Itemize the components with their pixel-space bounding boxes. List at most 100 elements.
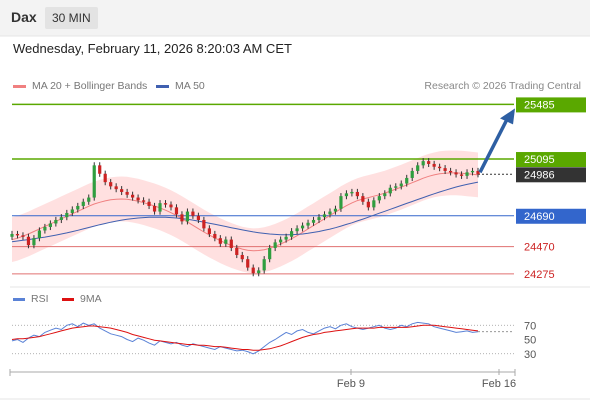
candle-body bbox=[416, 165, 420, 171]
rsi-panel[interactable]: 70 50 30 bbox=[11, 320, 536, 361]
candle-body bbox=[169, 204, 173, 208]
candle-body bbox=[114, 186, 118, 190]
level-tag-24690 bbox=[516, 208, 586, 224]
candle-body bbox=[147, 201, 151, 206]
candle-body bbox=[306, 222, 310, 226]
timeframe-button[interactable]: 30 MIN bbox=[45, 7, 98, 29]
candle-body bbox=[185, 211, 190, 222]
candle-body bbox=[213, 233, 217, 239]
chart-header: Dax 30 MIN bbox=[0, 0, 590, 36]
candle-body bbox=[377, 196, 381, 201]
research-credit: Research © 2026 Trading Central bbox=[424, 80, 581, 92]
rsi-tick-70: 70 bbox=[524, 320, 536, 332]
bollinger-band bbox=[12, 150, 478, 274]
rsi-swatch bbox=[13, 297, 25, 301]
candle-body bbox=[344, 193, 349, 197]
candle-body bbox=[37, 230, 42, 239]
candle-body bbox=[350, 191, 354, 194]
candle-body bbox=[459, 174, 464, 176]
candle-body bbox=[229, 239, 233, 248]
ma20-swatch bbox=[13, 84, 26, 88]
candle-body bbox=[59, 217, 63, 220]
candle-body bbox=[141, 200, 146, 202]
price-panel[interactable]: 25485 25095 24986 24690 24470 24275 bbox=[10, 97, 586, 281]
candle-body bbox=[454, 172, 458, 175]
candle-body bbox=[246, 259, 250, 268]
candle-body bbox=[26, 236, 31, 246]
candle-body bbox=[273, 242, 277, 248]
level-tag-24986 bbox=[516, 167, 586, 183]
candle-body bbox=[10, 233, 14, 237]
level-label-25095: 25095 bbox=[524, 154, 555, 166]
candle-body bbox=[328, 211, 332, 215]
projection-arrow-head bbox=[500, 108, 515, 125]
candle-body bbox=[163, 203, 168, 205]
candle-body bbox=[224, 239, 228, 244]
level-label-24986: 24986 bbox=[524, 169, 555, 181]
candle-body bbox=[388, 187, 392, 194]
level-tag-25095 bbox=[516, 152, 586, 168]
legend-ma50: MA 50 bbox=[156, 80, 205, 92]
candle-body bbox=[174, 207, 179, 215]
time-tick-label: Feb 16 bbox=[482, 378, 516, 390]
candle-body bbox=[87, 197, 91, 202]
ma20-line bbox=[11, 172, 479, 252]
candle-body bbox=[218, 238, 222, 244]
level-label-25485: 25485 bbox=[524, 99, 555, 111]
candle-body bbox=[295, 228, 299, 232]
legend-rsi-ma: 9MA bbox=[62, 293, 102, 305]
candle-body bbox=[372, 200, 376, 208]
time-axis: Feb 9 Feb 16 bbox=[0, 35, 590, 400]
candle-body bbox=[131, 194, 135, 198]
candle-body bbox=[284, 236, 288, 240]
rsi-tick-30: 30 bbox=[524, 349, 536, 361]
rsi-legend-label: RSI bbox=[31, 293, 49, 305]
level-label-24275: 24275 bbox=[524, 269, 555, 281]
candle-body bbox=[421, 161, 425, 166]
candle-body bbox=[257, 270, 261, 274]
candle-body bbox=[207, 228, 211, 234]
candle-body bbox=[98, 165, 102, 174]
candle-body bbox=[251, 267, 255, 274]
candle-body bbox=[103, 173, 107, 183]
rsi-ma-swatch bbox=[62, 297, 74, 301]
candle-body bbox=[125, 191, 129, 195]
rsi-series-9ma bbox=[11, 324, 479, 351]
candle-body bbox=[21, 235, 25, 237]
candle-body bbox=[81, 201, 85, 206]
candle-body bbox=[333, 208, 338, 212]
candle-body bbox=[339, 196, 343, 209]
candle-body bbox=[405, 177, 409, 184]
candle-body bbox=[410, 170, 414, 178]
candle-body bbox=[180, 214, 184, 222]
candle-body bbox=[268, 247, 272, 260]
candle-body bbox=[109, 182, 113, 187]
candle-body bbox=[399, 183, 403, 187]
legend-rsi: RSI bbox=[13, 293, 49, 305]
candle-body bbox=[311, 219, 316, 223]
candle-body bbox=[322, 214, 327, 218]
candle-body bbox=[92, 165, 96, 198]
candle-body bbox=[262, 259, 266, 271]
candle-body bbox=[158, 203, 162, 212]
candle-body bbox=[355, 191, 359, 197]
candle-body bbox=[317, 217, 321, 220]
candle-body bbox=[240, 254, 244, 260]
projection-arrow-shaft bbox=[478, 116, 510, 174]
ma50-legend-label: MA 50 bbox=[175, 80, 205, 92]
level-label-24690: 24690 bbox=[524, 211, 555, 223]
candle-body bbox=[366, 201, 370, 208]
legend-ma20: MA 20 + Bollinger Bands bbox=[13, 80, 147, 92]
candle-body bbox=[152, 205, 157, 212]
time-tick-label: Feb 9 bbox=[337, 378, 365, 390]
candle-body bbox=[43, 226, 47, 231]
candle-body bbox=[196, 215, 200, 220]
candle-body bbox=[15, 233, 20, 236]
candle-body bbox=[279, 239, 283, 243]
rsi-series-rsi bbox=[11, 321, 479, 355]
candle-body bbox=[76, 205, 80, 210]
candle-body bbox=[432, 163, 436, 167]
candle-body bbox=[54, 219, 58, 224]
